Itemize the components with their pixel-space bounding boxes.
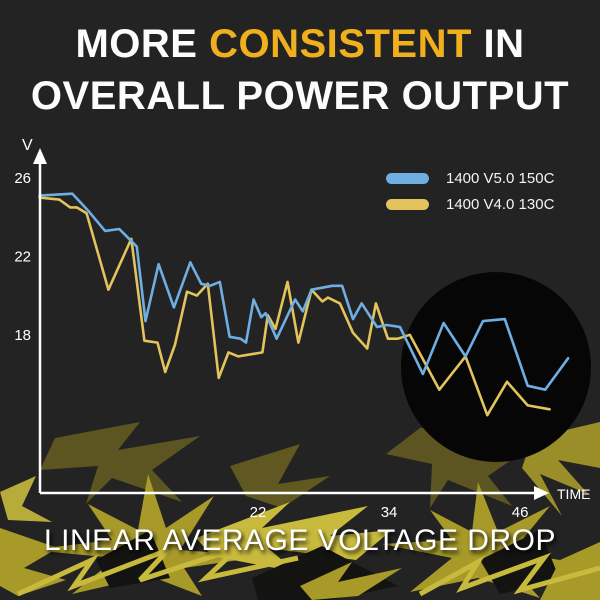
lightning-pattern xyxy=(0,416,600,600)
y-tick-18: 18 xyxy=(14,327,31,344)
lightning-bolt-shape xyxy=(96,530,170,588)
lightning-bolt-shape xyxy=(40,422,200,504)
legend-swatch-yellow xyxy=(386,198,429,210)
series-line-series_blue xyxy=(38,192,570,392)
chart-legend: 1400 V5.0 150C 1400 V4.0 130C xyxy=(386,165,554,217)
legend-row-blue: 1400 V5.0 150C xyxy=(386,165,554,191)
lightning-streak xyxy=(418,552,600,597)
legend-swatch-blue xyxy=(386,172,429,184)
title-line1-highlight: CONSISTENT xyxy=(209,22,472,66)
x-axis-arrow-icon xyxy=(534,486,549,500)
legend-label-yellow: 1400 V4.0 130C xyxy=(446,195,555,213)
title-line-1: MORE CONSISTENT IN xyxy=(0,18,600,70)
lightning-bolt-shape xyxy=(0,476,52,522)
lightning-bolt-shape xyxy=(196,502,392,572)
lightning-bolt-shape xyxy=(300,562,402,600)
title-line1-suffix: IN xyxy=(471,22,525,66)
x-axis-label: TIME xyxy=(557,486,590,502)
chart-caption: LINEAR AVERAGE VOLTAGE DROP xyxy=(44,524,556,557)
x-tick-46: 46 xyxy=(512,504,529,521)
x-tick-34: 34 xyxy=(381,504,398,521)
legend-row-yellow: 1400 V4.0 130C xyxy=(386,191,554,217)
spotlight-circle xyxy=(401,272,591,462)
title-line-2: OVERALL POWER OUTPUT xyxy=(30,74,570,118)
y-tick-26: 26 xyxy=(14,170,31,187)
legend-label-blue: 1400 V5.0 150C xyxy=(446,169,555,187)
lightning-bolt-shape xyxy=(540,542,600,600)
series-lines xyxy=(38,192,570,417)
lightning-bolt-shape xyxy=(386,416,540,508)
y-tick-22: 22 xyxy=(14,248,31,265)
x-tick-22: 22 xyxy=(250,504,267,521)
page-title: MORE CONSISTENT IN OVERALL POWER OUTPUT xyxy=(0,18,600,122)
y-axis-arrow-icon xyxy=(33,148,47,164)
title-line1-prefix: MORE xyxy=(75,22,210,66)
x-tick-labels: 22 34 46 xyxy=(250,504,529,521)
lightning-bolt-shape xyxy=(480,530,560,594)
series-line-series_yellow xyxy=(38,196,551,417)
y-axis-label: V xyxy=(22,137,33,154)
lightning-streak xyxy=(16,545,299,597)
y-tick-labels: 26 22 18 xyxy=(14,170,31,344)
